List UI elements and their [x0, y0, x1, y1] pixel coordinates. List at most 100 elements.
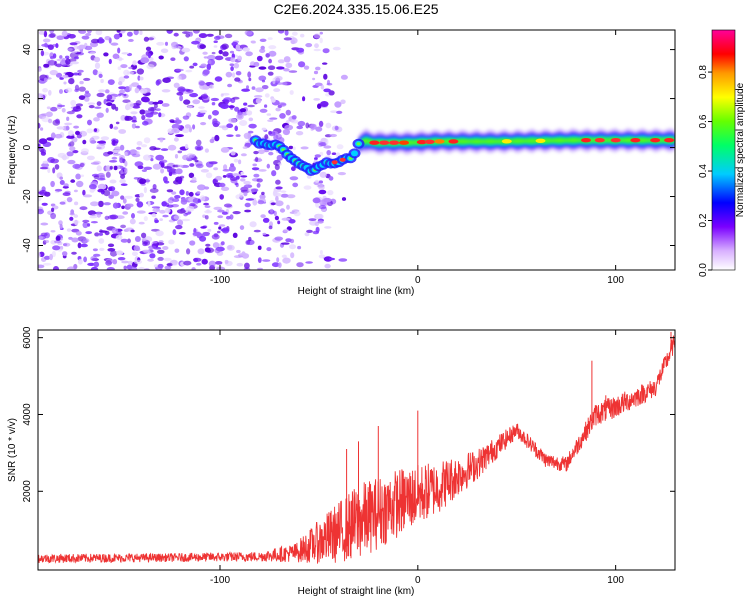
- noise-speckle: [267, 71, 274, 76]
- noise-speckle: [275, 195, 279, 202]
- noise-speckle: [133, 30, 139, 36]
- noise-speckle: [183, 99, 191, 105]
- noise-speckle: [191, 267, 196, 270]
- noise-speckle: [304, 232, 310, 237]
- snr-plot-area: [38, 331, 675, 564]
- noise-speckle: [157, 263, 164, 269]
- spectrogram-plot-area: [38, 30, 675, 270]
- noise-speckle: [79, 162, 85, 168]
- noise-speckle: [239, 108, 247, 113]
- noise-speckle: [66, 266, 76, 270]
- noise-speckle: [206, 63, 212, 71]
- noise-speckle: [82, 219, 90, 223]
- noise-speckle: [90, 201, 99, 207]
- noise-speckle: [324, 226, 332, 229]
- noise-speckle: [103, 190, 111, 197]
- noise-speckle: [98, 200, 104, 208]
- noise-speckle: [200, 94, 209, 99]
- noise-speckle: [203, 202, 210, 206]
- noise-speckle: [77, 72, 82, 76]
- noise-speckle: [229, 50, 235, 54]
- colorbar-tick-label: 0.0: [698, 263, 709, 277]
- noise-speckle: [317, 220, 324, 224]
- noise-speckle: [183, 260, 192, 266]
- noise-speckle: [222, 175, 227, 178]
- noise-speckle: [228, 165, 236, 172]
- noise-speckle: [261, 127, 267, 131]
- noise-speckle: [215, 175, 223, 181]
- noise-speckle: [213, 167, 219, 171]
- noise-speckle: [277, 220, 281, 225]
- noise-speckle: [313, 70, 319, 75]
- noise-speckle: [224, 33, 233, 39]
- noise-speckle: [112, 202, 119, 209]
- noise-speckle: [248, 77, 252, 82]
- noise-speckle: [305, 261, 313, 264]
- noise-speckle: [302, 96, 306, 102]
- ridge-hotspot: [501, 139, 512, 144]
- noise-speckle: [187, 105, 193, 109]
- noise-speckle: [44, 239, 50, 244]
- noise-speckle: [57, 104, 66, 108]
- noise-speckle: [124, 151, 128, 157]
- noise-speckle: [164, 265, 172, 270]
- noise-speckle: [232, 173, 240, 177]
- noise-speckle: [253, 150, 259, 155]
- y-tick-label: 0: [22, 144, 33, 150]
- noise-speckle: [207, 114, 212, 120]
- noise-speckle: [113, 165, 118, 171]
- ridge-hotspot: [416, 139, 427, 145]
- noise-speckle: [66, 116, 70, 122]
- noise-speckle: [53, 266, 59, 270]
- noise-speckle: [61, 108, 66, 113]
- noise-speckle: [120, 224, 126, 229]
- noise-speckle: [185, 191, 189, 196]
- noise-speckle: [211, 102, 216, 106]
- noise-speckle: [273, 134, 279, 141]
- noise-speckle: [83, 256, 87, 263]
- noise-speckle: [275, 186, 283, 190]
- noise-speckle: [296, 125, 304, 130]
- noise-speckle: [98, 230, 108, 233]
- noise-speckle: [135, 247, 141, 252]
- noise-speckle: [199, 109, 208, 114]
- noise-speckle: [160, 162, 165, 168]
- noise-speckle: [237, 112, 243, 119]
- noise-speckle: [108, 58, 112, 65]
- noise-speckle: [249, 221, 257, 228]
- noise-speckle: [99, 247, 105, 251]
- noise-speckle: [211, 120, 221, 126]
- noise-speckle: [120, 115, 125, 121]
- noise-speckle: [161, 89, 171, 93]
- noise-speckle: [264, 104, 268, 108]
- noise-speckle: [243, 132, 252, 139]
- noise-speckle: [264, 134, 269, 140]
- noise-speckle: [54, 188, 63, 192]
- noise-speckle: [77, 242, 82, 249]
- noise-speckle: [305, 122, 310, 129]
- noise-speckle: [152, 101, 159, 105]
- noise-speckle: [328, 90, 335, 96]
- noise-speckle: [314, 43, 319, 49]
- noise-speckle: [193, 257, 202, 262]
- noise-speckle: [298, 61, 306, 68]
- noise-speckle: [241, 251, 246, 257]
- noise-speckle: [45, 111, 53, 118]
- noise-speckle: [285, 238, 292, 243]
- noise-speckle: [245, 240, 251, 245]
- noise-speckle: [127, 260, 133, 265]
- noise-speckle: [121, 205, 125, 210]
- noise-speckle: [216, 266, 226, 270]
- noise-speckle: [274, 215, 279, 221]
- noise-speckle: [107, 151, 114, 155]
- noise-speckle: [38, 67, 42, 72]
- noise-speckle: [161, 201, 167, 207]
- noise-speckle: [318, 185, 325, 190]
- colorbar-tick-label: 0.8: [698, 65, 709, 79]
- figure-title: C2E6.2024.335.15.06.E25: [273, 1, 438, 17]
- noise-speckle: [124, 160, 128, 167]
- noise-speckle: [318, 120, 324, 127]
- noise-speckle: [97, 188, 105, 193]
- noise-speckle: [199, 195, 206, 202]
- noise-speckle: [139, 192, 145, 198]
